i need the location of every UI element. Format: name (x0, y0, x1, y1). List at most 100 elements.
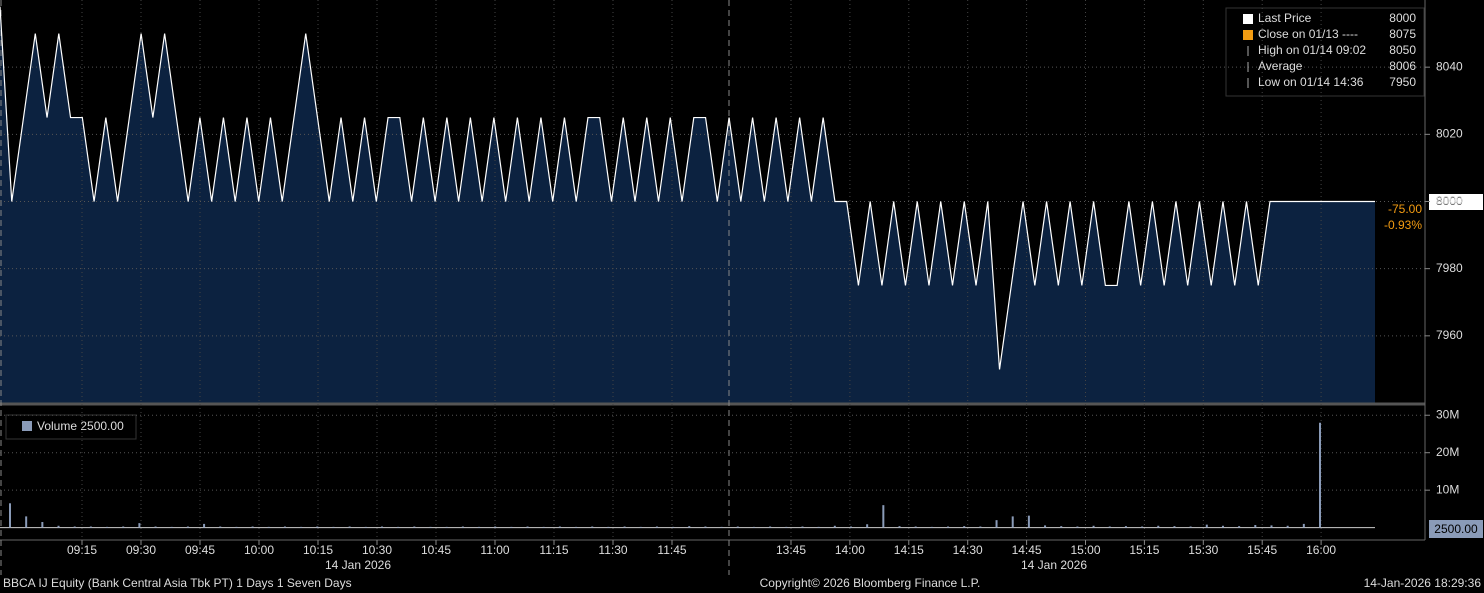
volume-bar (979, 526, 982, 528)
volume-bar (947, 526, 950, 528)
volume-bar (752, 526, 755, 528)
x-tick-label: 09:45 (185, 543, 215, 557)
volume-bar (1011, 516, 1014, 528)
volume-bar (720, 526, 723, 528)
volume-swatch (22, 421, 32, 431)
volume-bar (1205, 524, 1208, 528)
x-tick-label: 14:45 (1012, 543, 1042, 557)
last-price-tag (1429, 194, 1483, 210)
volume-bar (106, 526, 109, 528)
y-tick-label: 8040 (1436, 59, 1463, 73)
x-tick-label: 10:00 (244, 543, 274, 557)
legend-label: Low on 01/14 14:36 (1258, 75, 1364, 89)
volume-bar (623, 526, 626, 528)
legend-label: Close on 01/13 ---- (1258, 27, 1358, 41)
legend-swatch (1243, 14, 1253, 24)
legend-label: Average (1258, 59, 1303, 73)
volume-bar (1044, 525, 1047, 528)
volume-bar (849, 526, 852, 528)
volume-bar (672, 526, 675, 528)
x-tick-label: 11:45 (657, 543, 686, 557)
volume-bar (364, 526, 367, 528)
x-tick-label: 14:15 (894, 543, 924, 557)
x-tick-label: 16:00 (1306, 543, 1336, 557)
x-tick-label: 15:00 (1070, 543, 1100, 557)
volume-bar (300, 526, 303, 528)
date-label: 14 Jan 2026 (1021, 558, 1087, 572)
volume-bar (219, 526, 222, 528)
footer: 14-Jan-2026 18:29:36 (1364, 576, 1482, 590)
volume-legend: Volume 2500.00 (37, 419, 124, 433)
volume-bar (25, 516, 28, 528)
y-tick-label: 20M (1436, 445, 1459, 459)
y-tick-label: 10M (1436, 482, 1459, 496)
legend-value: 8075 (1389, 27, 1416, 41)
x-tick-label: 14:30 (953, 543, 983, 557)
volume-bar (1108, 526, 1111, 528)
legend-value: 8006 (1389, 59, 1416, 73)
x-tick-label: 15:30 (1188, 543, 1218, 557)
volume-bar (963, 526, 966, 528)
x-tick-label: 15:45 (1247, 543, 1277, 557)
x-tick-label: 11:15 (539, 543, 568, 557)
volume-bar (283, 526, 286, 528)
volume-bar (1286, 525, 1289, 528)
volume-bar (1092, 525, 1095, 528)
volume-bar (1076, 526, 1079, 528)
volume-bar (9, 503, 11, 528)
volume-bar (1270, 525, 1273, 528)
volume-bar (41, 522, 44, 528)
change: -75.00 (1388, 202, 1422, 216)
y-tick-label: 8000 (1436, 194, 1463, 208)
volume-bar (89, 526, 92, 528)
y-tick-label: 30M (1436, 407, 1459, 421)
x-tick-label: 15:15 (1129, 543, 1159, 557)
volume-bar (558, 526, 561, 528)
volume-bar (1319, 422, 1321, 528)
volume-bar (1221, 525, 1224, 528)
volume-bar (316, 526, 319, 528)
volume-bar (510, 526, 513, 528)
volume-bar (591, 526, 594, 528)
volume-bar (1302, 523, 1305, 528)
x-tick-label: 11:30 (598, 543, 627, 557)
volume-bar (186, 526, 189, 528)
volume-bar (1027, 515, 1030, 528)
volume-bar (154, 526, 157, 528)
volume-bar (122, 526, 125, 528)
volume-tag (1429, 520, 1483, 538)
volume-bar (138, 523, 141, 528)
legend-value: 8000 (1389, 11, 1416, 25)
last-price-tag-label: 8000 (1436, 194, 1463, 208)
volume-bar (1173, 526, 1176, 528)
volume-bar (494, 526, 497, 528)
volume-bar (348, 526, 351, 528)
legend-value: 7950 (1389, 75, 1416, 89)
volume-bar (898, 526, 901, 528)
volume-bar (526, 526, 529, 528)
footer: BBCA IJ Equity (Bank Central Asia Tbk PT… (3, 576, 352, 590)
volume-bar (704, 526, 707, 528)
volume-bar (332, 526, 335, 528)
x-tick-label: 13:45 (776, 543, 806, 557)
volume-bar (914, 526, 917, 528)
volume-bar (769, 526, 772, 528)
volume-bar (1141, 526, 1144, 528)
x-tick-label: 10:45 (421, 543, 451, 557)
volume-bar (429, 526, 432, 528)
volume-bar (203, 523, 206, 528)
legend-value: 8050 (1389, 43, 1416, 57)
volume-bar (251, 526, 254, 528)
volume-bar (57, 525, 60, 528)
volume-bar (1189, 526, 1192, 528)
price-line (0, 6, 1375, 370)
volume-bar (1254, 525, 1257, 528)
volume-bar (1238, 526, 1241, 528)
legend-box (1225, 7, 1425, 97)
volume-bar (930, 526, 933, 528)
y-tick-label: 7960 (1436, 328, 1463, 342)
change-pct: -0.93% (1384, 218, 1422, 232)
volume-bar (655, 526, 658, 528)
volume-bar (688, 526, 691, 528)
volume-bar (478, 526, 481, 528)
